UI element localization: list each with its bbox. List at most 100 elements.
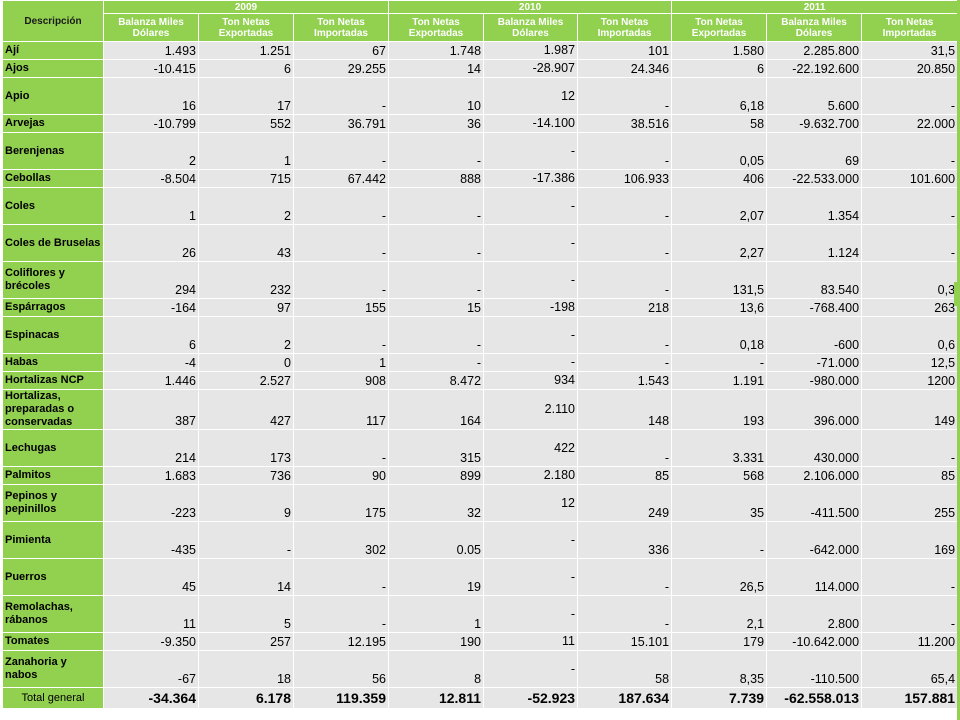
row-label: Pepinos y pepinillos	[2, 484, 104, 522]
table-cell: 97	[198, 298, 294, 317]
table-cell: 427	[198, 389, 294, 430]
table-cell: 14	[198, 558, 294, 596]
table-cell: -4	[103, 353, 199, 372]
table-cell: 294	[103, 261, 199, 299]
row-label: Coles de Bruselas	[2, 224, 104, 262]
table-cell: 31,5	[861, 41, 959, 60]
table-cell: 193	[671, 389, 768, 430]
table-row: Espinacas 6 2- - - -0,18 -600 0,6	[2, 316, 959, 354]
table-row: Coles 1 2- - - -2,07 1.354-	[2, 187, 959, 225]
table-cell: -	[577, 595, 673, 633]
table-cell: 18	[198, 650, 294, 688]
total-cell: -52.923	[483, 687, 579, 709]
total-label: Total general	[2, 687, 104, 709]
table-cell: 85	[577, 466, 673, 485]
table-cell: 1.987	[483, 41, 579, 60]
row-label: Hortalizas, preparadas o conservadas	[2, 389, 104, 430]
total-cell: -62.558.013	[766, 687, 863, 709]
table-cell: 249	[577, 484, 673, 522]
table-row: Remolachas, rábanos 11 5-1- -2,1 2.800-	[2, 595, 959, 633]
table-cell: 155	[292, 298, 390, 317]
total-cell: -34.364	[103, 687, 199, 709]
table-row: Espárragos -164 97 155 15 -198 218 13,6 -768.400…	[2, 298, 959, 317]
table-cell: 0,6	[861, 316, 959, 354]
table-row: Arvejas -10.799 552 36.791 36 -14.100 38.516 58…	[2, 114, 959, 133]
table-cell: 101.600	[861, 169, 959, 188]
table-cell: 101	[577, 41, 673, 60]
column-header: Balanza Miles Dólares	[103, 13, 199, 42]
table-cell: 15.101	[577, 632, 673, 651]
table-cell: 1	[103, 187, 199, 225]
table-cell: -	[292, 132, 390, 170]
table-cell: -	[861, 132, 959, 170]
table-cell: 58	[671, 114, 768, 133]
total-cell: 157.881	[861, 687, 959, 709]
table-cell: -411.500	[766, 484, 863, 522]
table-cell: 1.191	[671, 371, 768, 390]
table-cell: -980.000	[766, 371, 863, 390]
table-cell: 29.255	[292, 59, 390, 78]
table-cell: -	[861, 595, 959, 633]
table-cell: 5.600	[766, 77, 863, 115]
table-cell: 2,27	[671, 224, 768, 262]
row-label: Lechugas	[2, 429, 104, 467]
table-cell: -22.192.600	[766, 59, 863, 78]
table-cell: 0,3	[861, 261, 959, 299]
column-header: Balanza Miles Dólares	[766, 13, 863, 42]
table-cell: 2.800	[766, 595, 863, 633]
table-row: Pimienta -435-302 0.05-336- -642.000 169	[2, 521, 959, 559]
table-cell: 10	[388, 77, 485, 115]
column-header: Ton Netas Exportadas	[671, 13, 768, 42]
table-cell: 2	[198, 187, 294, 225]
table-cell: 164	[388, 389, 485, 430]
table-cell: 5	[198, 595, 294, 633]
total-cell: 187.634	[577, 687, 673, 709]
table-cell: 0,05	[671, 132, 768, 170]
table-cell: 1.446	[103, 371, 199, 390]
table-cell: -	[577, 261, 673, 299]
table-cell: 12	[483, 484, 579, 522]
table-cell: 3.331	[671, 429, 768, 467]
table-cell: 26,5	[671, 558, 768, 596]
table-row: Palmitos 1.683 736 90 899 2.180 85 568 2.106.000…	[2, 466, 959, 485]
column-header: Balanza Miles Dólares	[483, 13, 579, 42]
table-cell: -	[483, 650, 579, 688]
table-cell: -	[292, 595, 390, 633]
table-cell: -	[292, 261, 390, 299]
table-cell: 422	[483, 429, 579, 467]
table-cell: 8	[388, 650, 485, 688]
table-cell: -	[861, 429, 959, 467]
table-cell: 6	[671, 59, 768, 78]
table-row: Lechugas 214 173-315 422-3.331 430.000-	[2, 429, 959, 467]
row-label: Remolachas, rábanos	[2, 595, 104, 633]
table-cell: 552	[198, 114, 294, 133]
table-cell: 263	[861, 298, 959, 317]
row-label: Ajos	[2, 59, 104, 78]
table-cell: -	[292, 429, 390, 467]
table-cell: 315	[388, 429, 485, 467]
table-body: Ají 1.493 1.251 67 1.748 1.987 101 1.580 2.285.8…	[2, 41, 959, 709]
row-label: Hortalizas NCP	[2, 371, 104, 390]
table-cell: 6	[103, 316, 199, 354]
table-cell: -	[388, 261, 485, 299]
table-cell: 114.000	[766, 558, 863, 596]
column-header: Ton Netas Importadas	[292, 13, 390, 42]
table-cell: -198	[483, 298, 579, 317]
table-cell: 16	[103, 77, 199, 115]
table-cell: 43	[198, 224, 294, 262]
table-cell: -	[577, 558, 673, 596]
table-cell: 36	[388, 114, 485, 133]
table-row: Apio 16 17-10 12-6,18 5.600-	[2, 77, 959, 115]
table-cell: -9.350	[103, 632, 199, 651]
table-row: Cebollas -8.504 715 67.442 888 -17.386 106.933…	[2, 169, 959, 188]
table-cell: 36.791	[292, 114, 390, 133]
table-cell: 2	[103, 132, 199, 170]
table-cell: -	[198, 521, 294, 559]
table-cell: 0,18	[671, 316, 768, 354]
table-cell: -	[671, 521, 768, 559]
row-label: Ají	[2, 41, 104, 60]
table-row: Habas -4 0 1- - - - -71.000 12,5	[2, 353, 959, 372]
table-cell: 1.251	[198, 41, 294, 60]
table-cell: 169	[861, 521, 959, 559]
